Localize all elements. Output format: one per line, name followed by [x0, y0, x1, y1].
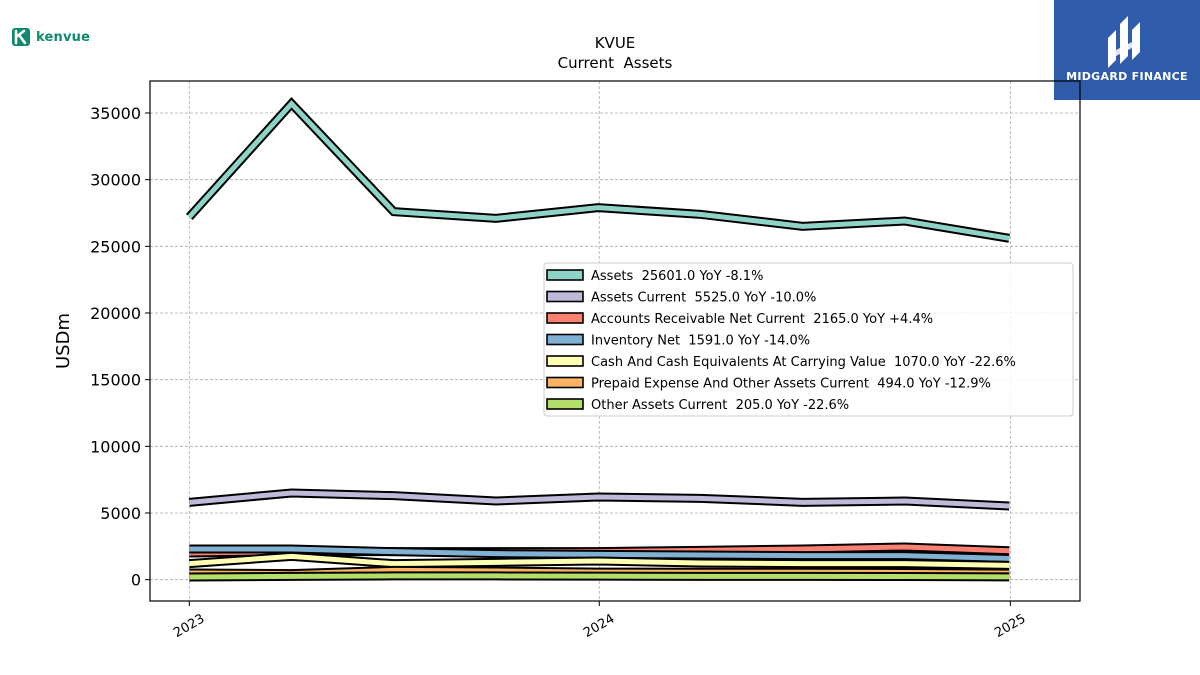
legend-item: Inventory Net 1591.0 YoY -14.0% [546, 333, 810, 349]
legend-label: Other Assets Current 205.0 YoY -22.6% [591, 398, 849, 413]
plot-frame [149, 80, 1081, 602]
y-tick-label: 35000 [90, 104, 141, 123]
legend-label: Accounts Receivable Net Current 2165.0 Y… [591, 312, 933, 327]
watermark-panel: MIDGARD FINANCE [1054, 0, 1200, 100]
watermark-text: MIDGARD FINANCE [1066, 70, 1188, 83]
midgard-logo-icon [1108, 16, 1140, 68]
series-layer [185, 97, 1010, 582]
legend-swatch [546, 333, 584, 346]
series-line [189, 573, 1010, 580]
x-tick-label: 2023 [171, 611, 207, 641]
legend-label: Cash And Cash Equivalents At Carrying Va… [591, 355, 1016, 370]
legend-label: Prepaid Expense And Other Assets Current… [591, 377, 991, 392]
series-1 [188, 488, 1010, 511]
y-tick-label: 25000 [90, 237, 141, 256]
legend-label: Assets Current 5525.0 YoY -10.0% [591, 291, 816, 306]
y-tick-label: 15000 [90, 371, 141, 390]
legend-item: Accounts Receivable Net Current 2165.0 Y… [546, 312, 933, 327]
y-axis-label: USDm [53, 313, 74, 369]
x-tick-label: 2024 [581, 611, 617, 641]
y-tick-label: 10000 [90, 437, 141, 456]
series-line [189, 490, 1010, 509]
chart-title: KVUE [595, 34, 636, 52]
series-line [189, 553, 1010, 568]
series-3 [189, 544, 1010, 563]
legend-label: Inventory Net 1591.0 YoY -14.0% [591, 334, 810, 349]
legend-swatch [546, 398, 584, 410]
legend-item: Prepaid Expense And Other Assets Current… [546, 376, 991, 392]
series-4 [188, 551, 1010, 570]
series-line [187, 99, 1010, 241]
kenvue-k-icon [12, 28, 30, 46]
legend-swatch [546, 269, 584, 281]
legend-swatch [546, 376, 584, 389]
legend: Assets 25601.0 YoY -8.1% Assets Current 5… [543, 262, 1074, 417]
series-line [189, 546, 1010, 561]
legend-item: Assets Current 5525.0 YoY -10.0% [546, 290, 816, 306]
y-tick-label: 20000 [90, 304, 141, 323]
legend-swatch [546, 312, 584, 324]
brand-name: kenvue [36, 29, 91, 45]
legend-item: Other Assets Current 205.0 YoY -22.6% [546, 398, 849, 413]
x-tick-label: 2025 [992, 611, 1028, 641]
legend-swatch [546, 355, 584, 367]
y-tick-label: 0 [131, 571, 141, 590]
legend-label: Assets 25601.0 YoY -8.1% [591, 269, 763, 284]
chart-subtitle: Current Assets [558, 54, 673, 72]
y-tick-label: 30000 [90, 171, 141, 190]
legend-swatch [546, 290, 584, 303]
legend-item: Assets 25601.0 YoY -8.1% [546, 269, 763, 284]
y-tick-label: 5000 [100, 504, 141, 523]
series-0 [185, 97, 1010, 243]
kenvue-logo: kenvue [12, 28, 90, 46]
series-6 [189, 571, 1010, 582]
legend-item: Cash And Cash Equivalents At Carrying Va… [546, 355, 1016, 370]
legend-box [543, 262, 1074, 417]
